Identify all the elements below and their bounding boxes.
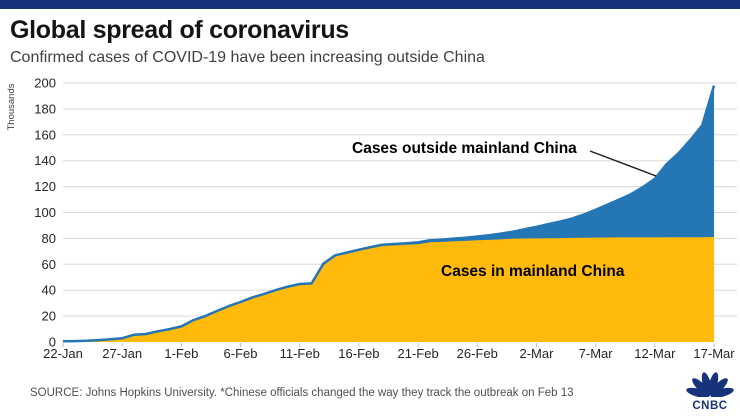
annotation-leader-line — [589, 150, 657, 177]
top-accent-bar — [0, 0, 740, 9]
x-axis-tick-label: 1-Feb — [164, 346, 198, 361]
x-axis-tick-label: 11-Feb — [280, 346, 320, 361]
annotation-cases-outside-mainland-china: Cases outside mainland China — [352, 140, 577, 157]
x-axis-tick-label: 17-Mar — [693, 346, 735, 361]
source-note: SOURCE: Johns Hopkins University. *Chine… — [30, 387, 574, 399]
annotation-cases-in-mainland-china: Cases in mainland China — [441, 263, 625, 280]
x-axis-tick-label: 21-Feb — [397, 346, 438, 361]
x-axis-tick-label: 12-Mar — [634, 346, 676, 361]
y-axis-tick-label: 180 — [34, 101, 56, 116]
y-axis-tick-label: 100 — [34, 205, 56, 220]
page-subtitle: Confirmed cases of COVID-19 have been in… — [10, 49, 485, 66]
mainland-china-area — [63, 237, 714, 342]
y-axis-tick-label: 60 — [42, 257, 56, 272]
cnbc-logo-text: CNBC — [692, 400, 728, 412]
x-axis-tick-label: 27-Jan — [102, 346, 142, 361]
y-axis-tick-label: 0 — [49, 335, 56, 350]
x-axis-tick-label: 2-Mar — [519, 346, 554, 361]
x-axis-tick-label: 7-Mar — [579, 346, 614, 361]
y-axis-tick-label: 160 — [34, 127, 56, 142]
page-title: Global spread of coronavirus — [10, 16, 349, 44]
y-axis-tick-label: 140 — [34, 153, 56, 168]
x-axis-tick-label: 16-Feb — [338, 346, 379, 361]
x-axis-tick-label: 26-Feb — [457, 346, 498, 361]
y-axis-title: Thousands — [6, 83, 17, 130]
cnbc-logo: CNBC — [683, 369, 737, 412]
y-axis-tick-label: 200 — [34, 76, 56, 91]
peacock-icon — [686, 372, 734, 398]
outside-china-area — [63, 85, 714, 342]
total-cases-line — [62, 85, 716, 343]
x-axis-tick-label: 22-Jan — [43, 346, 83, 361]
x-axis-tick-label: 6-Feb — [224, 346, 258, 361]
y-axis-tick-label: 120 — [34, 179, 56, 194]
y-axis-tick-label: 80 — [42, 231, 56, 246]
y-axis-tick-label: 40 — [42, 283, 56, 298]
y-axis-tick-label: 20 — [42, 309, 56, 324]
